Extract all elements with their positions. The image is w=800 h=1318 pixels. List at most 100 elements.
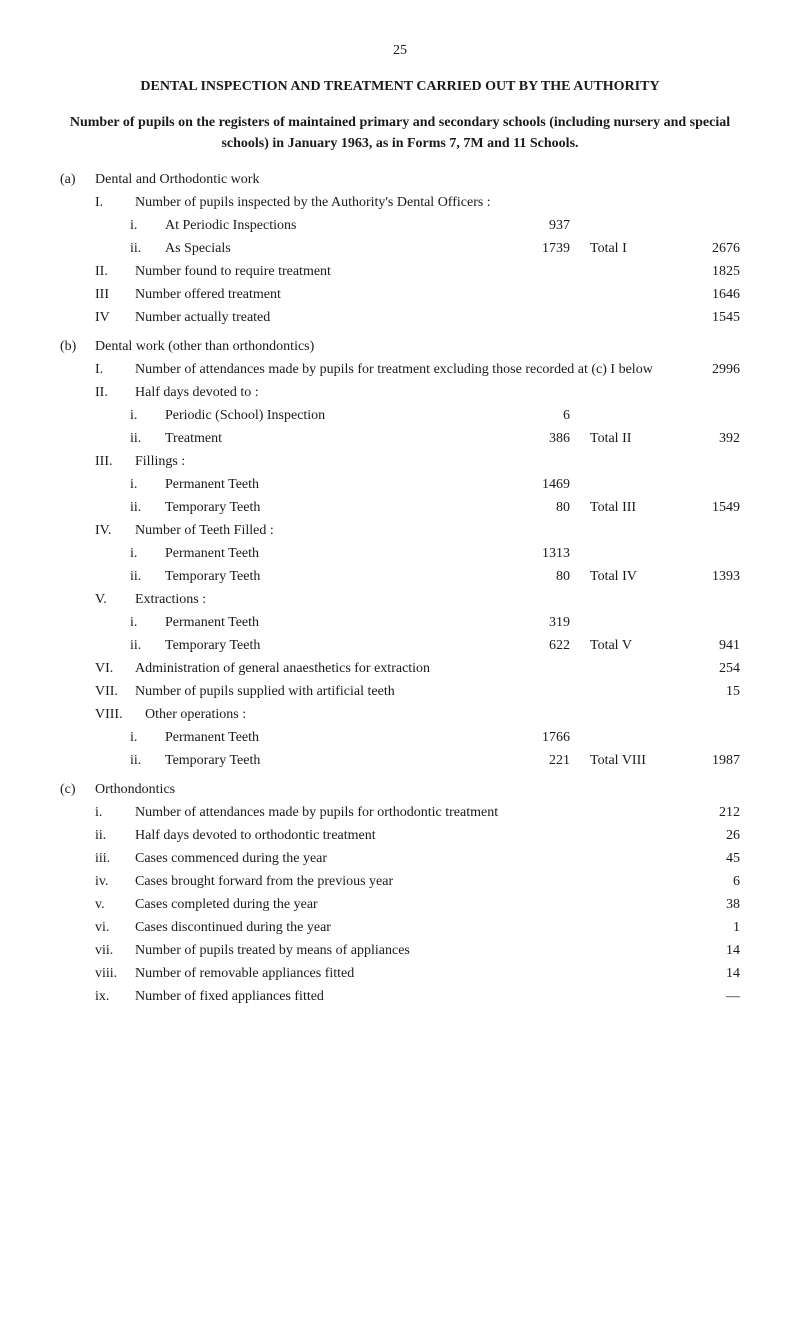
sub-num: iv. [95, 871, 135, 892]
item-text: Number offered treatment [135, 284, 680, 305]
sub-text: Temporary Teeth [165, 497, 515, 518]
section-a-title: Dental and Orthodontic work [95, 169, 740, 190]
total-value: 1549 [680, 497, 740, 518]
item-b-VII: VII. Number of pupils supplied with arti… [60, 681, 740, 702]
item-text: Number found to require treatment [135, 261, 680, 282]
sub-text: Permanent Teeth [165, 474, 515, 495]
item-a-I: I. Number of pupils inspected by the Aut… [60, 192, 740, 213]
sub-num: ii. [130, 497, 165, 518]
sub-num: i. [130, 543, 165, 564]
roman-num: II. [95, 261, 135, 282]
value: 937 [515, 215, 570, 236]
item-text: Extractions : [135, 589, 740, 610]
total-label: Total IV [570, 566, 680, 587]
sub-num: ii. [130, 750, 165, 771]
total-value: 15 [680, 681, 740, 702]
roman-num: VIII. [95, 704, 145, 725]
item-text: Half days devoted to orthodontic treatme… [135, 825, 680, 846]
roman-num: IV [95, 307, 135, 328]
item-text: Number actually treated [135, 307, 680, 328]
item-b-IV: IV. Number of Teeth Filled : [60, 520, 740, 541]
sub-text: At Periodic Inspections [165, 215, 515, 236]
total-value: 14 [680, 940, 740, 961]
sub-text: Periodic (School) Inspection [165, 405, 515, 426]
value: 80 [515, 566, 570, 587]
total-value: 392 [680, 428, 740, 449]
item-b-II-i: i. Periodic (School) Inspection 6 [60, 405, 740, 426]
value: 1313 [515, 543, 570, 564]
value: 221 [515, 750, 570, 771]
roman-num: I. [95, 192, 135, 213]
sub-num: vii. [95, 940, 135, 961]
sub-num: ix. [95, 986, 135, 1007]
item-a-II: II. Number found to require treatment 18… [60, 261, 740, 282]
total-value: 1646 [680, 284, 740, 305]
sub-num: i. [130, 405, 165, 426]
value: 80 [515, 497, 570, 518]
total-label: Total II [570, 428, 680, 449]
sub-num: iii. [95, 848, 135, 869]
item-c-iv: iv. Cases brought forward from the previ… [60, 871, 740, 892]
total-value: 1825 [680, 261, 740, 282]
item-c-v: v. Cases completed during the year 38 [60, 894, 740, 915]
roman-num: I. [95, 359, 135, 380]
item-c-ix: ix. Number of fixed appliances fitted — [60, 986, 740, 1007]
item-b-II: II. Half days devoted to : [60, 382, 740, 403]
item-b-VIII-i: i. Permanent Teeth 1766 [60, 727, 740, 748]
value: 622 [515, 635, 570, 656]
section-a-header: (a) Dental and Orthodontic work [60, 169, 740, 190]
item-text: Number of pupils treated by means of app… [135, 940, 680, 961]
value: 319 [515, 612, 570, 633]
item-c-iii: iii. Cases commenced during the year 45 [60, 848, 740, 869]
sub-text: Permanent Teeth [165, 543, 515, 564]
item-text: Number of pupils inspected by the Author… [135, 192, 740, 213]
roman-num: III. [95, 451, 135, 472]
item-b-VIII: VIII. Other operations : [60, 704, 740, 725]
total-value: 1 [680, 917, 740, 938]
item-c-viii: viii. Number of removable appliances fit… [60, 963, 740, 984]
value: 1766 [515, 727, 570, 748]
item-text: Number of removable appliances fitted [135, 963, 680, 984]
sub-num: ii. [130, 238, 165, 259]
item-b-VIII-ii: ii. Temporary Teeth 221 Total VIII 1987 [60, 750, 740, 771]
item-b-IV-ii: ii. Temporary Teeth 80 Total IV 1393 [60, 566, 740, 587]
value: 386 [515, 428, 570, 449]
sub-num: i. [130, 215, 165, 236]
item-c-vi: vi. Cases discontinued during the year 1 [60, 917, 740, 938]
roman-num: V. [95, 589, 135, 610]
total-value: 2676 [680, 238, 740, 259]
sub-text: Temporary Teeth [165, 635, 515, 656]
item-b-I: I. Number of attendances made by pupils … [60, 359, 740, 380]
item-text: Fillings : [135, 451, 740, 472]
sub-num: ii. [130, 566, 165, 587]
value: 1739 [515, 238, 570, 259]
value: 1469 [515, 474, 570, 495]
total-value: 941 [680, 635, 740, 656]
item-text: Cases discontinued during the year [135, 917, 680, 938]
sub-text: Temporary Teeth [165, 750, 515, 771]
section-c-header: (c) Orthondontics [60, 779, 740, 800]
roman-num: IV. [95, 520, 135, 541]
sub-num: ii. [95, 825, 135, 846]
total-value: 1987 [680, 750, 740, 771]
total-value: 26 [680, 825, 740, 846]
section-b-label: (b) [60, 336, 95, 357]
item-b-III-i: i. Permanent Teeth 1469 [60, 474, 740, 495]
total-value: 254 [680, 658, 740, 679]
item-text: Number of pupils supplied with artificia… [135, 681, 680, 702]
total-value: 45 [680, 848, 740, 869]
section-a-label: (a) [60, 169, 95, 190]
item-text: Number of attendances made by pupils for… [135, 802, 680, 823]
sub-num: i. [95, 802, 135, 823]
section-b-header: (b) Dental work (other than orthondontic… [60, 336, 740, 357]
total-value: 6 [680, 871, 740, 892]
item-text: Half days devoted to : [135, 382, 740, 403]
page-number: 25 [60, 40, 740, 61]
item-c-i: i. Number of attendances made by pupils … [60, 802, 740, 823]
section-c-label: (c) [60, 779, 95, 800]
item-b-V-ii: ii. Temporary Teeth 622 Total V 941 [60, 635, 740, 656]
item-text: Number of attendances made by pupils for… [135, 359, 680, 380]
total-value: 14 [680, 963, 740, 984]
section-c-title: Orthondontics [95, 779, 740, 800]
total-label: Total VIII [570, 750, 680, 771]
